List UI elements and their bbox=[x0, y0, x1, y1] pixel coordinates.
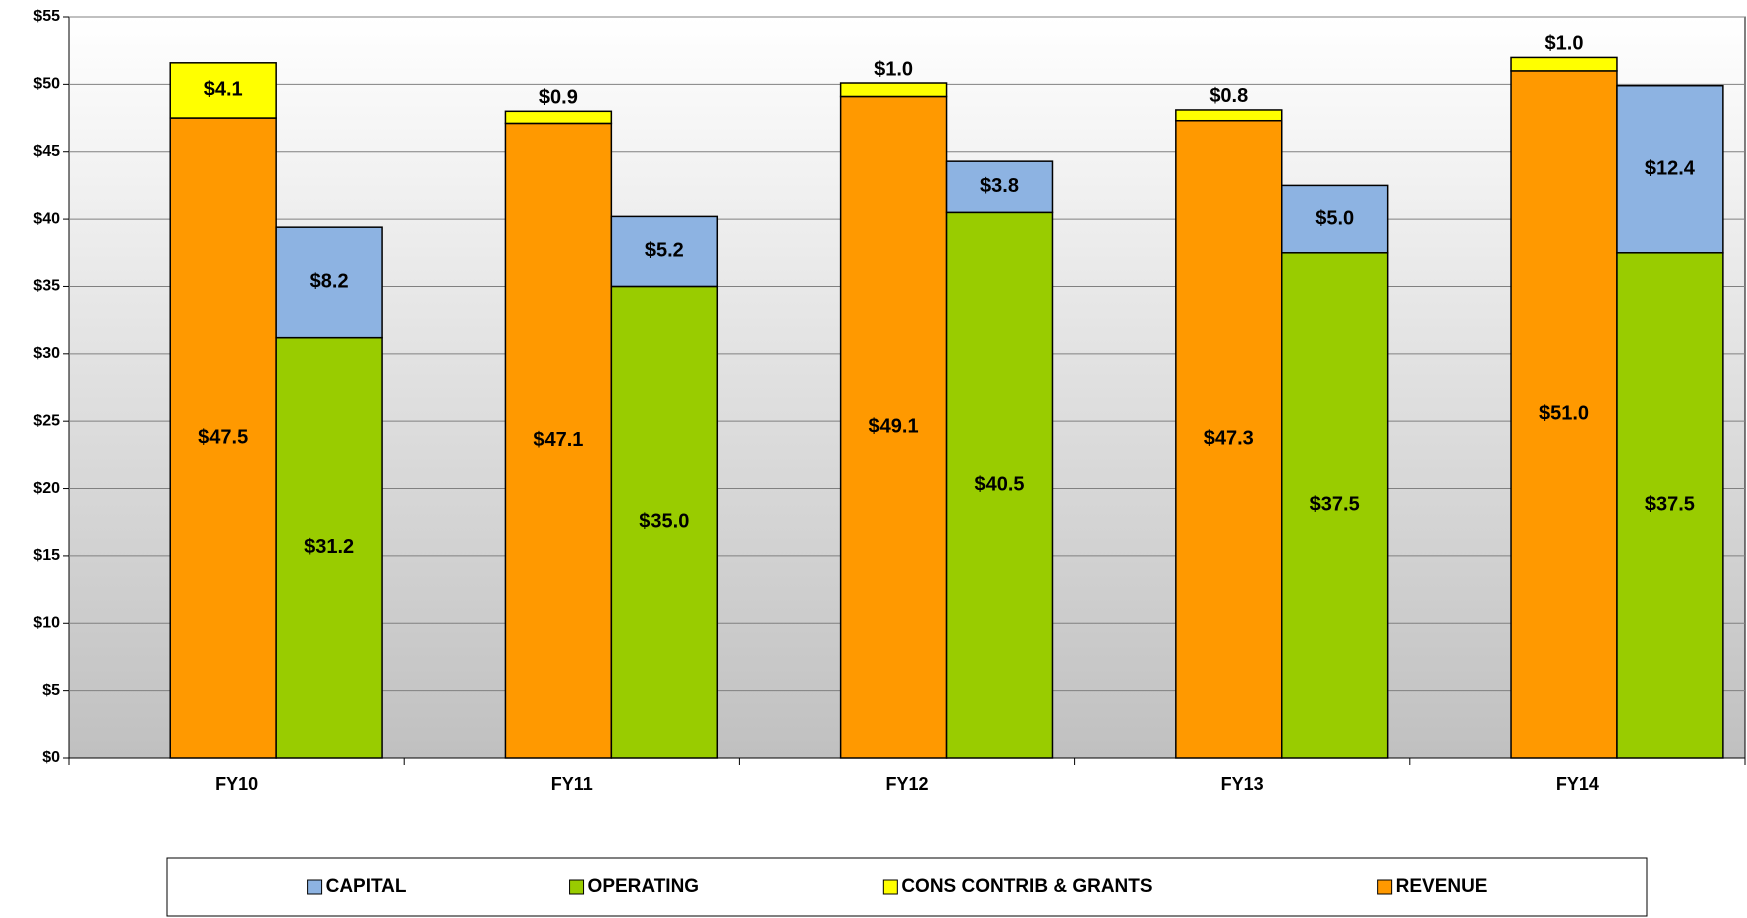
data-label: $5.2 bbox=[645, 240, 684, 262]
data-label: $35.0 bbox=[639, 511, 689, 533]
y-tick-label: $45 bbox=[33, 143, 60, 160]
bar-segment bbox=[275, 336, 383, 759]
y-tick-label: $35 bbox=[33, 278, 60, 295]
bar-segment bbox=[504, 122, 613, 759]
bar-segment bbox=[1281, 252, 1389, 759]
legend-label: CONS CONTRIB & GRANTS bbox=[901, 876, 1152, 897]
x-tick-label: FY10 bbox=[215, 774, 258, 794]
data-label: $40.5 bbox=[974, 473, 1024, 495]
legend-swatch bbox=[1377, 879, 1393, 895]
legend-swatch bbox=[569, 879, 585, 895]
y-tick-label: $20 bbox=[33, 480, 60, 497]
data-label: $1.0 bbox=[874, 58, 913, 80]
data-label: $8.2 bbox=[310, 271, 349, 293]
bar-segment bbox=[275, 226, 383, 339]
data-label: $4.1 bbox=[204, 79, 243, 101]
data-label: $37.5 bbox=[1645, 494, 1695, 516]
y-tick-label: $15 bbox=[33, 547, 60, 564]
data-label: $12.4 bbox=[1645, 158, 1696, 180]
legend-label: REVENUE bbox=[1396, 876, 1488, 897]
bar-segment bbox=[169, 62, 277, 119]
data-label: $31.2 bbox=[304, 536, 354, 558]
x-tick-label: FY14 bbox=[1556, 774, 1599, 794]
bar-segment bbox=[610, 285, 719, 759]
bar-segment bbox=[1510, 70, 1618, 759]
x-tick-label: FY12 bbox=[885, 774, 928, 794]
y-tick-label: $30 bbox=[33, 345, 60, 362]
y-tick-label: $0 bbox=[42, 749, 60, 766]
data-label: $0.8 bbox=[1209, 85, 1248, 107]
y-tick-label: $55 bbox=[33, 8, 60, 25]
bar-segment bbox=[1175, 109, 1283, 122]
bar-segment bbox=[1616, 84, 1724, 254]
data-label: $47.5 bbox=[198, 426, 248, 448]
bar-segment bbox=[1616, 252, 1724, 759]
data-label: $49.1 bbox=[869, 416, 919, 438]
legend-swatch bbox=[882, 879, 898, 895]
legend-swatch bbox=[307, 879, 323, 895]
bar-segment bbox=[945, 160, 1054, 214]
legend-label: CAPITAL bbox=[326, 876, 407, 897]
bar-segment bbox=[1281, 184, 1389, 254]
y-tick-label: $50 bbox=[33, 76, 60, 93]
y-tick-label: $40 bbox=[33, 210, 60, 227]
bar-segment bbox=[839, 82, 948, 98]
data-label: $3.8 bbox=[980, 175, 1019, 197]
x-tick-label: FY13 bbox=[1221, 774, 1264, 794]
bar-segment bbox=[945, 211, 1054, 759]
bar-segment bbox=[610, 215, 719, 288]
x-tick-label: FY11 bbox=[551, 774, 593, 794]
bar-segment bbox=[1175, 119, 1283, 759]
data-label: $51.0 bbox=[1539, 403, 1589, 425]
data-label: $47.1 bbox=[533, 429, 583, 451]
data-label: $5.0 bbox=[1315, 207, 1354, 229]
y-tick-label: $5 bbox=[42, 682, 60, 699]
y-tick-label: $10 bbox=[33, 614, 60, 631]
bar-segment bbox=[504, 110, 613, 125]
bar-segment bbox=[169, 117, 277, 759]
data-label: $1.0 bbox=[1545, 33, 1584, 55]
legend-box bbox=[166, 857, 1648, 917]
bar-segment bbox=[1510, 56, 1618, 72]
y-tick-label: $25 bbox=[33, 412, 60, 429]
data-label: $47.3 bbox=[1204, 428, 1254, 450]
data-label: $37.5 bbox=[1310, 494, 1360, 516]
data-label: $0.9 bbox=[539, 87, 578, 109]
bar-segment bbox=[839, 95, 948, 759]
legend-label: OPERATING bbox=[588, 876, 700, 897]
